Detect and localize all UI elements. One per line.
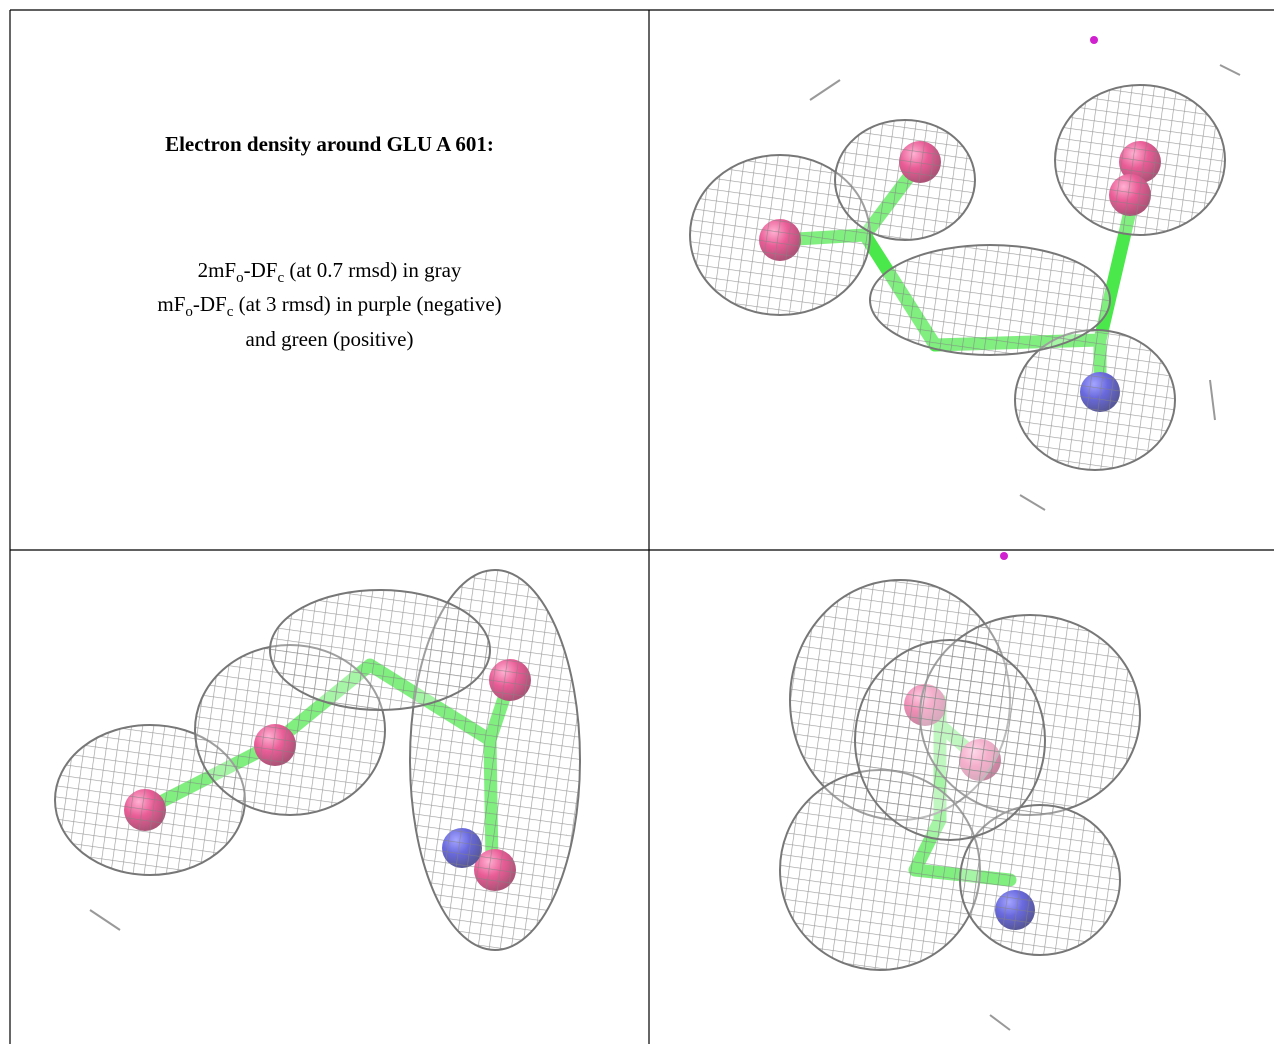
difference-density <box>1090 36 1098 44</box>
figure-page: Electron density around GLU A 601: 2mFo-… <box>0 0 1274 1044</box>
density-mesh <box>855 640 1045 840</box>
caption-subscript: o <box>236 270 244 286</box>
caption-line: 2mFo-DFc (at 0.7 rmsd) in gray <box>10 258 649 287</box>
caption-line: and green (positive) <box>10 327 649 352</box>
density-mesh <box>1055 85 1225 235</box>
caption-text: and green (positive) <box>246 327 414 351</box>
caption-subscript: o <box>185 304 193 320</box>
caption-title: Electron density around GLU A 601: <box>10 132 649 157</box>
mesh-fragment <box>90 910 120 930</box>
mesh-fragment <box>1220 65 1240 75</box>
caption-text: mF <box>157 292 185 316</box>
caption-text: (at 0.7 rmsd) in gray <box>284 258 461 282</box>
caption-text: -DF <box>193 292 227 316</box>
density-mesh <box>835 120 975 240</box>
density-mesh <box>870 245 1110 355</box>
caption-text: -DF <box>244 258 278 282</box>
caption-text: (at 3 rmsd) in purple (negative) <box>233 292 501 316</box>
mesh-fragment <box>810 80 840 100</box>
mesh-fragment <box>1210 380 1215 420</box>
caption-text: 2mF <box>198 258 237 282</box>
density-mesh <box>270 590 490 710</box>
caption-cell: Electron density around GLU A 601: 2mFo-… <box>10 10 649 550</box>
caption-line: mFo-DFc (at 3 rmsd) in purple (negative) <box>10 292 649 321</box>
difference-density <box>1000 552 1008 560</box>
mesh-fragment <box>1020 495 1045 510</box>
mesh-fragment <box>990 1015 1010 1030</box>
